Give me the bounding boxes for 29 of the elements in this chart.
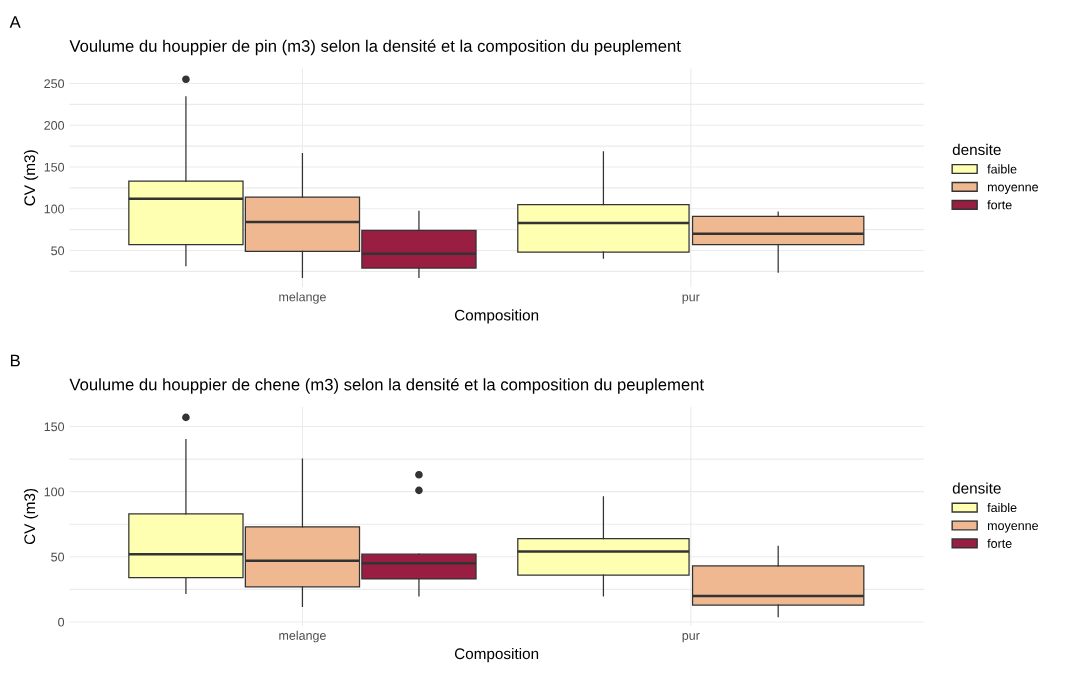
y-tick-label: 150: [44, 162, 65, 172]
legend-label: moyenne: [987, 184, 1039, 194]
y-axis-title: CV (m3): [23, 150, 39, 206]
text: B: [10, 354, 20, 367]
y-axis-title: CV (m3): [23, 488, 39, 545]
legend-label: faible: [987, 164, 1017, 174]
x-tick-label: melange: [279, 292, 326, 304]
x-tick-label: melange: [279, 630, 326, 643]
x-tick-label: pur: [682, 633, 700, 643]
legend-label: faible: [987, 502, 1017, 513]
y-tick-label: 200: [44, 121, 65, 130]
legend-title: densite: [952, 482, 1001, 494]
y-tick-label: 0: [58, 617, 65, 627]
y-tick-label: 100: [44, 204, 65, 214]
legend-label: moyenne: [987, 523, 1039, 533]
text: A: [9, 16, 21, 28]
chart-title: Voulume du houppier de chene (m3) selon la densité et la composition du peuplement: [69, 378, 704, 394]
legend-title: densite: [952, 143, 1001, 156]
y-tick-label: 100: [44, 487, 65, 497]
legend-label: forte: [987, 200, 1012, 210]
legend-label: forte: [987, 538, 1012, 548]
y-tick-label: 150: [44, 422, 65, 432]
y-tick-label: 50: [51, 552, 65, 562]
chart-title: Voulume du houppier de pin (m3) selon la densité et la composition du peuplement: [69, 39, 681, 56]
x-axis-title: Composition: [454, 309, 539, 324]
y-tick-label: 250: [44, 79, 65, 89]
x-axis-title: Composition: [454, 647, 539, 663]
x-tick-label: pur: [682, 294, 700, 304]
y-tick-label: 50: [51, 246, 65, 256]
